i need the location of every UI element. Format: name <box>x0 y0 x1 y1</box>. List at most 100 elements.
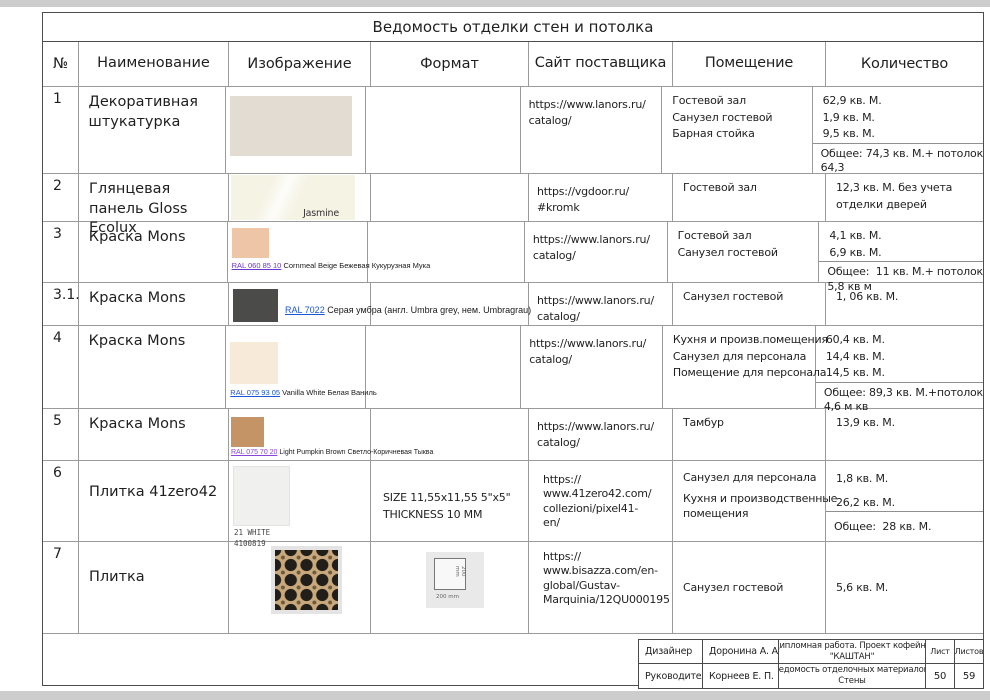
site-line: Marquinia/12QU000195 <box>543 592 670 606</box>
header-qty: Количество <box>860 56 949 72</box>
room-line: Санузел для персонала <box>683 471 817 484</box>
site-line: https://www.lanors.ru/ <box>532 233 650 246</box>
quantity-cell: 5,6 кв. М. <box>826 542 983 633</box>
header-image: Изображение <box>229 42 371 86</box>
room-line: Санузел гостевой <box>683 581 784 594</box>
rooms-cell: Кухня и произв.помещения Санузел для пер… <box>663 326 828 408</box>
material-image-cell: RAL 060 85 10 Cornmeal Beige Бежевая Кук… <box>228 222 430 282</box>
ral-color-link[interactable]: RAL 075 70 20 <box>231 449 278 456</box>
row-number: 4 <box>43 326 79 408</box>
row-number: 7 <box>43 542 79 633</box>
supervisor-label: Руководитель <box>639 664 703 688</box>
format-line: THICKNESS 10 MM <box>383 508 483 522</box>
ral-color-link[interactable]: RAL 075 93 05 <box>230 388 281 397</box>
quantity-list: 62,9 кв. М. 1,9 кв. М. 9,5 кв. М. <box>822 94 882 140</box>
material-image-cell <box>226 87 366 173</box>
material-name: Декоративная штукатурка <box>79 87 227 173</box>
supplier-site-cell: https://www.lanors.ru/ catalog/ <box>521 326 663 408</box>
room-line: помещения <box>683 506 749 520</box>
quantity-cell: 12,3 кв. М. без учета отделки дверей <box>826 174 983 221</box>
format-cell <box>368 222 525 282</box>
site-line: https://www.lanors.ru/ <box>537 420 654 433</box>
header-room: Помещение <box>673 42 826 86</box>
quantity-total: Общее: 28 кв. М. <box>826 511 983 543</box>
format-cell: 200 mm 200 mm <box>371 542 529 633</box>
row-number: 5 <box>43 409 79 460</box>
format-line: SIZE 11,55x11,55 5"x5" <box>383 491 511 504</box>
tile-width-label: 200 mm <box>436 594 459 600</box>
rooms-cell: Санузел гостевой <box>673 542 826 633</box>
room-line: Помещение для персонала <box>672 366 827 379</box>
table-row-6: 6 Плитка 41zero42 21 WHITE 4100819 SIZE … <box>43 461 983 548</box>
viewport-bottom-edge <box>0 691 990 700</box>
swatch-caption: RAL 075 70 20 Light Pumpkin Brown Светло… <box>231 449 433 456</box>
material-image-cell <box>229 542 371 633</box>
format-cell <box>366 326 522 408</box>
quantity-list: 1,8 кв. М. 26,2 кв. М. <box>836 472 895 509</box>
title-block: Дизайнер Доронина А. А. Дипломная работа… <box>638 639 984 689</box>
supplier-site-cell: https://www.lanors.ru/ catalog/ <box>529 409 673 460</box>
material-name: Глянцевая панель Gloss Ecolux <box>79 174 229 236</box>
finishing-schedule-table: Ведомость отделки стен и потолка № Наиме… <box>42 12 984 689</box>
sheet-label: Лист <box>926 640 955 664</box>
header-name: Наименование <box>79 42 229 86</box>
site-line: catalog/ <box>537 435 580 449</box>
row-number: 6 <box>43 461 79 541</box>
table-title-text: Ведомость отделки стен и потолка <box>372 18 654 36</box>
supplier-site-cell: https:// www.bisazza.com/en- global/Gust… <box>529 542 673 633</box>
swatch-caption: RAL 060 85 10 Cornmeal Beige Бежевая Кук… <box>232 261 431 270</box>
ral-color-name: Light Pumpkin Brown Светло-Коричневая Ты… <box>279 449 434 456</box>
room-line: Тамбур <box>683 416 724 429</box>
ral-color-name: Cornmeal Beige Бежевая Кукурузная Мука <box>283 261 431 270</box>
room-line: Гостевой зал <box>677 229 752 242</box>
sheet-number: 50 <box>926 664 955 688</box>
quantity-total: Общее: 74,3 кв. М.+ потолок 64,3 <box>812 142 983 180</box>
table-row-7: 7 Плитка 200 mm 200 mm https:// www.bisa… <box>43 542 983 634</box>
material-image-cell: RAL 075 93 05 Vanilla White Белая Ваниль <box>226 326 377 408</box>
sheets-total: 59 <box>962 670 976 682</box>
table-row-5: 5 Краска Mons RAL 075 70 20 Light Pumpki… <box>43 409 983 461</box>
site-line: www.bisazza.com/en- <box>543 564 658 578</box>
swatch-caption: RAL 7022 Серая умбра (англ. Umbra grey, … <box>285 305 531 315</box>
site-line: https://www.lanors.ru/ <box>528 98 646 111</box>
patterned-tile-image <box>275 550 338 610</box>
site-line: www.41zero42.com/ <box>543 487 652 501</box>
site-line: https://vgdoor.ru/ <box>537 185 629 198</box>
material-image-cell: Jasmine <box>229 174 371 221</box>
room-line: Гостевой зал <box>672 94 746 107</box>
room-line: Санузел гостевой <box>672 110 773 124</box>
sheets-label: Листов <box>955 640 983 664</box>
ral-color-link[interactable]: RAL 7022 <box>285 305 325 315</box>
site-line: catalog/ <box>537 309 580 323</box>
project-title: Дипломная работа. Проект кофейни "КАШТАН… <box>779 640 926 664</box>
format-cell <box>371 174 529 221</box>
quantity-cell: 1,8 кв. М. 26,2 кв. М. Общее: 28 кв. М. <box>826 461 983 541</box>
quantity-list: 4,1 кв. М. 6,9 кв. М. <box>829 229 882 259</box>
table-row-1: 1 Декоративная штукатурка https://www.la… <box>43 87 983 174</box>
header-num: № <box>43 42 79 86</box>
paint-swatch-image <box>231 228 269 258</box>
table-title: Ведомость отделки стен и потолка <box>43 13 983 42</box>
ral-color-name: Vanilla White Белая Ваниль <box>282 388 377 397</box>
viewport-top-edge <box>0 0 990 7</box>
gloss-panel-swatch-image: Jasmine <box>231 175 355 220</box>
rooms-cell: Гостевой зал Санузел гостевой Барная сто… <box>662 87 813 173</box>
quantity-cell: 62,9 кв. М. 1,9 кв. М. 9,5 кв. М. Общее:… <box>812 87 983 174</box>
site-line: catalog/ <box>528 113 572 127</box>
material-name: Краска Mons <box>79 222 228 282</box>
site-line: global/Gustav- <box>543 578 620 592</box>
quantity-list: 12,3 кв. М. без учета отделки дверей <box>836 181 953 211</box>
ral-color-name: Серая умбра (англ. Umbra grey, нем. Umbr… <box>327 305 532 315</box>
ral-color-link[interactable]: RAL 060 85 10 <box>231 261 282 270</box>
plaster-swatch-image <box>230 96 353 156</box>
tile-dimension-diagram: 200 mm 200 mm <box>426 552 484 608</box>
site-line: collezioni/pixel41- <box>543 501 639 515</box>
rooms-cell: Санузел гостевой <box>673 283 826 325</box>
quantity-list: 60,4 кв. М. 14,4 кв. М. 14,5 кв. М. <box>825 333 885 379</box>
site-line: https:// <box>543 473 581 486</box>
table-row-2: 2 Глянцевая панель Gloss Ecolux Jasmine … <box>43 174 983 236</box>
room-line: Кухня и произв.помещения <box>672 333 828 346</box>
rooms-cell: Тамбур <box>673 409 826 460</box>
sheet-footer: Дизайнер Доронина А. А. Дипломная работа… <box>43 634 984 689</box>
quantity-cell: 13,9 кв. М. <box>826 409 983 460</box>
